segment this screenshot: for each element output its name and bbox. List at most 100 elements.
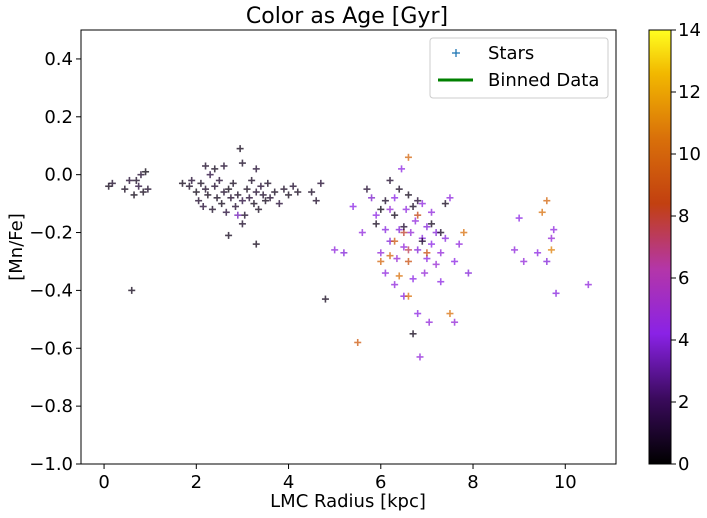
data-point [368, 194, 376, 202]
data-point [232, 202, 240, 210]
data-point [208, 205, 216, 213]
data-point [418, 237, 426, 245]
data-point [520, 257, 528, 265]
data-point [215, 176, 223, 184]
data-point [139, 188, 147, 196]
data-point [195, 197, 203, 205]
data-point [432, 260, 440, 268]
data-point [321, 295, 329, 303]
data-point [358, 229, 366, 237]
data-point [142, 168, 150, 176]
data-point [446, 310, 454, 318]
data-point [349, 202, 357, 210]
data-point [455, 240, 463, 248]
data-point [386, 176, 394, 184]
data-point [414, 197, 422, 205]
data-point [144, 185, 152, 193]
data-point [395, 272, 403, 280]
data-point [252, 188, 260, 196]
data-point [372, 220, 380, 228]
data-point [261, 197, 269, 205]
legend: Stars Binned Data [429, 37, 609, 99]
data-point [206, 171, 214, 179]
data-point [584, 281, 592, 289]
data-point [192, 188, 200, 196]
data-point [312, 197, 320, 205]
data-point [252, 240, 260, 248]
data-point [229, 179, 237, 187]
data-point [386, 205, 394, 213]
data-point [437, 229, 445, 237]
colorbar-tick-label: 14 [678, 20, 701, 41]
plot-area [80, 29, 617, 465]
data-point [441, 200, 449, 208]
data-point [199, 202, 207, 210]
data-point [363, 185, 371, 193]
data-point [381, 269, 389, 277]
data-point [398, 165, 406, 173]
data-point [285, 191, 293, 199]
data-point [121, 185, 129, 193]
data-point [250, 200, 258, 208]
data-point [108, 179, 116, 187]
data-point [391, 237, 399, 245]
data-point [317, 179, 325, 187]
data-point [241, 211, 249, 219]
scatter-points [105, 145, 592, 361]
y-axis-ticks: 0.4 0.2 0.0 −0.2 −0.4 −0.6 −0.8 −1.0 [29, 49, 81, 475]
data-point [289, 182, 297, 190]
data-point [178, 179, 186, 187]
colorbar [648, 29, 672, 465]
y-tick-label: −0.6 [29, 338, 73, 359]
colorbar-tick-label: 10 [678, 144, 701, 165]
data-point [135, 182, 143, 190]
data-point [538, 208, 546, 216]
colorbar-tick-label: 12 [678, 82, 701, 103]
data-point [105, 182, 113, 190]
data-point [423, 249, 431, 257]
data-point [211, 182, 219, 190]
data-point [137, 171, 145, 179]
data-point [395, 226, 403, 234]
data-point [202, 185, 210, 193]
data-point [259, 191, 267, 199]
data-point [225, 185, 233, 193]
colorbar-tick-label: 2 [678, 392, 689, 413]
data-point [222, 208, 230, 216]
data-point [407, 229, 415, 237]
data-point [409, 330, 417, 338]
data-point [308, 188, 316, 196]
data-point [409, 202, 417, 210]
data-point [211, 165, 219, 173]
data-point [125, 176, 133, 184]
data-point [204, 191, 212, 199]
data-point [437, 278, 445, 286]
data-point [238, 159, 246, 167]
data-point [248, 176, 256, 184]
data-point [132, 176, 140, 184]
data-point [534, 249, 542, 257]
data-point [381, 197, 389, 205]
data-point [391, 211, 399, 219]
data-point [411, 217, 419, 225]
data-point [418, 200, 426, 208]
data-point [220, 188, 228, 196]
y-tick-label: 0.2 [44, 107, 73, 128]
data-point [377, 205, 385, 213]
x-axis-label: LMC Radius [kpc] [270, 491, 426, 512]
data-point [391, 281, 399, 289]
y-tick-label: −0.2 [29, 223, 73, 244]
data-point [446, 194, 454, 202]
data-point [400, 243, 408, 251]
data-point [464, 269, 472, 277]
data-point [414, 211, 422, 219]
legend-stars-label: Stars [488, 43, 534, 64]
data-point [515, 214, 523, 222]
x-tick-label: 4 [283, 472, 294, 493]
data-point [404, 246, 412, 254]
data-point [243, 185, 251, 193]
data-point [511, 246, 519, 254]
data-point [421, 269, 429, 277]
colorbar-tick-label: 6 [678, 268, 689, 289]
data-point [404, 292, 412, 300]
